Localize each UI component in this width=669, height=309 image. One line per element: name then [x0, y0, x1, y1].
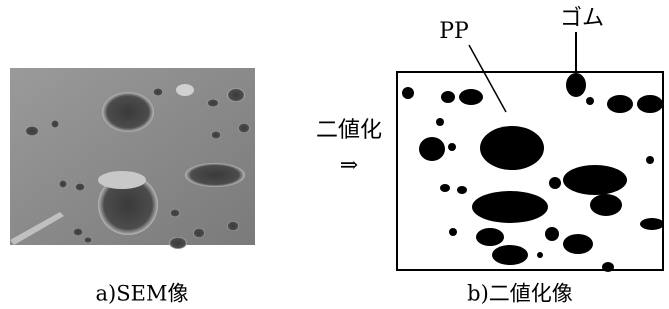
- arrow-label: 二値化: [316, 118, 382, 143]
- right-caption: b)二値化像: [467, 282, 573, 306]
- binary-image: [397, 32, 664, 272]
- figure: PP ゴム 二値化 ⇒ a)SEM像 b)二値化像: [0, 0, 669, 309]
- rubber-label: ゴム: [560, 6, 604, 31]
- sem-image: [10, 68, 255, 249]
- left-caption: a)SEM像: [96, 282, 189, 306]
- pp-label: PP: [439, 19, 469, 44]
- arrow: ⇒: [340, 153, 358, 178]
